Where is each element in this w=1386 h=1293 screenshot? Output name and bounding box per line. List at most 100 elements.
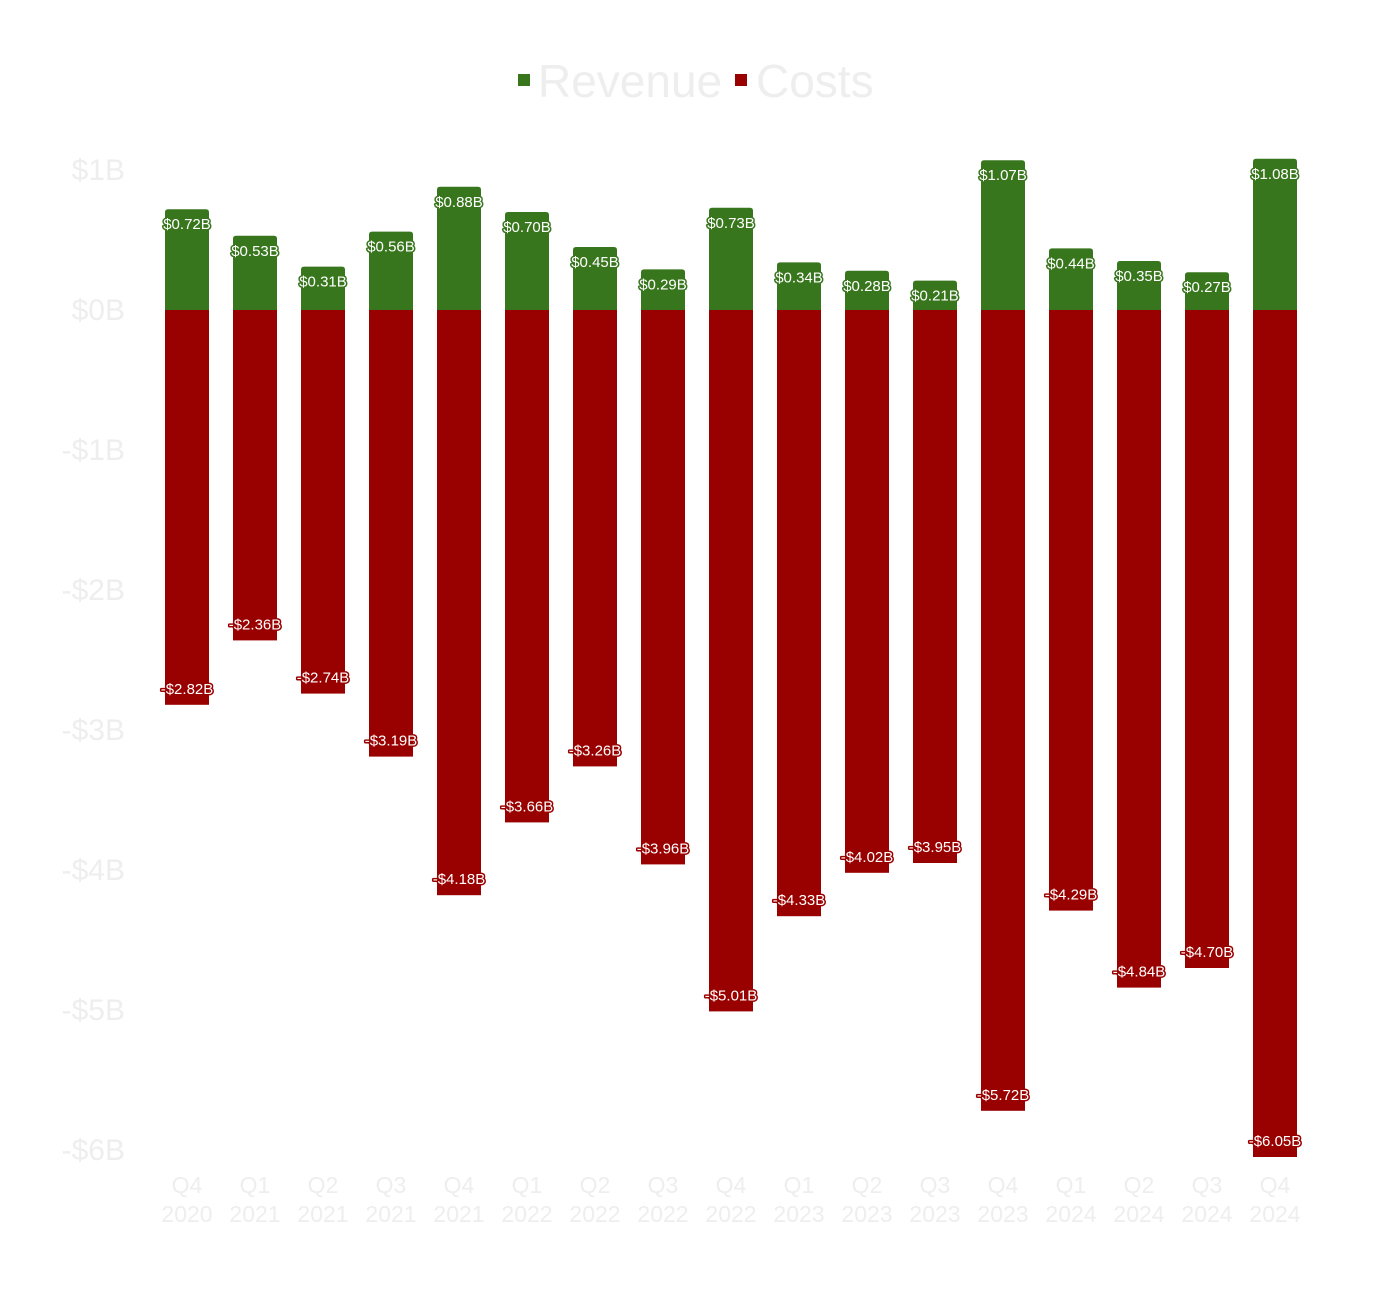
x-tick-quarter: Q1 — [240, 1172, 271, 1198]
x-tick-quarter: Q4 — [172, 1172, 203, 1198]
x-tick-year: 2021 — [365, 1201, 416, 1227]
costs-data-label: -$3.26B — [569, 742, 622, 759]
costs-bar — [1049, 310, 1093, 911]
revenue-bar — [1117, 261, 1161, 310]
revenue-bar — [301, 266, 345, 310]
x-tick-quarter: Q2 — [580, 1172, 611, 1198]
legend-swatch-revenue — [518, 74, 530, 86]
y-tick-label: -$4B — [62, 854, 125, 887]
costs-bar — [505, 310, 549, 823]
revenue-data-label: $0.44B — [1047, 255, 1095, 272]
x-tick-year: 2021 — [433, 1201, 484, 1227]
revenue-bar — [369, 231, 413, 310]
x-tick-quarter: Q4 — [988, 1172, 1019, 1198]
costs-bar — [301, 310, 345, 694]
revenue-bar — [709, 207, 753, 310]
x-tick-year: 2023 — [773, 1201, 824, 1227]
y-tick-label: -$2B — [62, 574, 125, 607]
costs-bar — [641, 310, 685, 865]
x-tick-year: 2022 — [501, 1201, 552, 1227]
revenue-data-label: $0.27B — [1183, 279, 1231, 296]
costs-data-label: -$6.05B — [1249, 1133, 1302, 1150]
costs-data-label: -$3.95B — [909, 839, 962, 856]
x-tick-year: 2023 — [909, 1201, 960, 1227]
y-tick-label: -$5B — [62, 994, 125, 1027]
costs-bar — [1117, 310, 1161, 988]
costs-bar — [369, 310, 413, 757]
revenue-bar — [1253, 158, 1297, 310]
revenue-bar — [437, 186, 481, 310]
revenue-bar — [505, 212, 549, 310]
revenue-bar — [845, 270, 889, 310]
x-tick-quarter: Q2 — [852, 1172, 883, 1198]
costs-data-label: -$3.96B — [637, 840, 690, 857]
x-tick-quarter: Q3 — [376, 1172, 407, 1198]
x-tick-quarter: Q4 — [716, 1172, 747, 1198]
costs-bar — [233, 310, 277, 641]
revenue-data-label: $0.35B — [1115, 268, 1163, 285]
x-tick-year: 2023 — [841, 1201, 892, 1227]
x-tick-quarter: Q1 — [784, 1172, 815, 1198]
x-tick-year: 2021 — [229, 1201, 280, 1227]
y-tick-label: -$6B — [62, 1134, 125, 1167]
x-tick-quarter: Q3 — [1192, 1172, 1223, 1198]
data-labels: $0.72B -$2.82B $0.53B -$2.36B $0.31B -$2.74B $… — [159, 164, 1303, 1151]
revenue-bar — [165, 209, 209, 310]
costs-bar — [845, 310, 889, 873]
revenue-data-label: $1.08B — [1251, 166, 1299, 183]
x-tick-year: 2020 — [161, 1201, 212, 1227]
revenue-bar — [777, 262, 821, 310]
revenue-data-label: $0.28B — [843, 278, 891, 295]
x-tick-year: 2024 — [1249, 1201, 1300, 1227]
costs-bar — [165, 310, 209, 705]
revenue-data-label: $0.45B — [571, 254, 619, 271]
revenue-data-label: $0.73B — [707, 215, 755, 232]
costs-data-label: -$4.02B — [841, 849, 894, 866]
costs-data-label: -$5.72B — [977, 1087, 1030, 1104]
x-tick-quarter: Q3 — [648, 1172, 679, 1198]
costs-data-label: -$3.19B — [365, 733, 418, 750]
x-tick-year: 2022 — [705, 1201, 756, 1227]
costs-bar — [437, 310, 481, 896]
y-tick-label: $1B — [72, 154, 125, 187]
revenue-data-label: $0.70B — [503, 219, 551, 236]
costs-data-label: -$4.70B — [1181, 944, 1234, 961]
costs-data-label: -$5.01B — [705, 987, 758, 1004]
bars — [165, 158, 1297, 1157]
x-tick-year: 2024 — [1045, 1201, 1096, 1227]
costs-data-label: -$4.33B — [773, 892, 826, 909]
y-tick-label: -$1B — [62, 434, 125, 467]
legend-swatch-costs — [735, 74, 747, 86]
y-tick-label: $0B — [72, 294, 125, 327]
revenue-bar — [981, 160, 1025, 310]
revenue-bar — [573, 247, 617, 310]
revenue-data-label: $0.31B — [299, 274, 347, 291]
revenue-bar — [233, 235, 277, 310]
revenue-bar — [1185, 272, 1229, 310]
revenue-data-label: $0.56B — [367, 239, 415, 256]
revenue-data-label: $0.21B — [911, 288, 959, 305]
x-tick-year: 2022 — [637, 1201, 688, 1227]
revenue-data-label: $1.07B — [979, 167, 1027, 184]
x-tick-quarter: Q2 — [1124, 1172, 1155, 1198]
x-tick-quarter: Q3 — [920, 1172, 951, 1198]
legend-label-revenue: Revenue — [538, 55, 722, 107]
costs-data-label: -$2.36B — [229, 616, 282, 633]
legend: Revenue Costs — [518, 55, 874, 107]
x-tick-quarter: Q2 — [308, 1172, 339, 1198]
x-tick-quarter: Q4 — [444, 1172, 475, 1198]
x-tick-year: 2024 — [1181, 1201, 1232, 1227]
costs-bar — [1185, 310, 1229, 968]
revenue-data-label: $0.34B — [775, 269, 823, 286]
costs-bar — [777, 310, 821, 917]
costs-bar — [573, 310, 617, 767]
costs-data-label: -$3.66B — [501, 798, 554, 815]
costs-bar — [1253, 310, 1297, 1157]
legend-label-costs: Costs — [756, 55, 874, 107]
costs-data-label: -$4.84B — [1113, 964, 1166, 981]
x-tick-year: 2023 — [977, 1201, 1028, 1227]
costs-bar — [913, 310, 957, 863]
y-tick-label: -$3B — [62, 714, 125, 747]
costs-data-label: -$4.18B — [433, 871, 486, 888]
